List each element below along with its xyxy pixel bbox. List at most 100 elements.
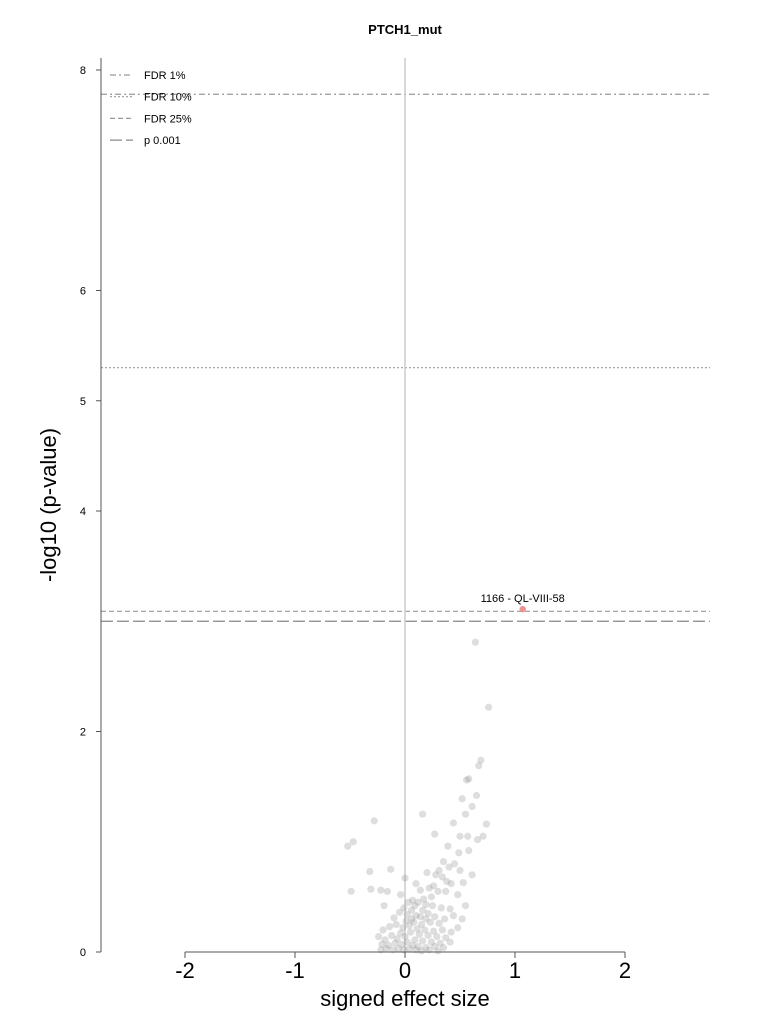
data-point [419, 906, 427, 914]
data-point [400, 904, 408, 912]
data-point [412, 880, 420, 888]
data-point [414, 942, 422, 951]
data-point [413, 925, 421, 933]
data-point [468, 802, 476, 811]
data-point [471, 638, 479, 646]
data-point [459, 878, 467, 887]
data-point [443, 877, 451, 886]
data-point [423, 869, 431, 877]
data-point [430, 927, 438, 935]
data-point [403, 938, 411, 946]
data-point [419, 810, 427, 818]
data-point [447, 928, 455, 936]
data-point [435, 919, 443, 927]
data-point [428, 902, 437, 910]
data-point [458, 915, 466, 923]
data-point [387, 865, 395, 873]
data-point [390, 914, 398, 922]
data-point [468, 871, 476, 879]
data-point [380, 902, 388, 910]
data-point [444, 842, 452, 850]
data-point [370, 817, 378, 825]
data-point [420, 895, 428, 903]
legend-label: FDR 10% [144, 92, 192, 104]
data-point [437, 904, 445, 912]
data-point [425, 884, 433, 892]
data-point [424, 909, 432, 918]
y-tick-label: 2 [80, 727, 86, 739]
x-tick-label: -2 [175, 958, 195, 983]
data-point [436, 939, 444, 947]
data-point [417, 920, 426, 929]
data-point [375, 932, 383, 941]
data-point [464, 832, 472, 840]
y-tick-label: 6 [80, 286, 86, 298]
data-point [455, 849, 463, 857]
data-point [411, 902, 419, 910]
data-point [408, 915, 416, 923]
data-point [381, 936, 389, 944]
highlight-point[interactable] [519, 605, 526, 613]
data-point [456, 832, 464, 840]
data-point [416, 886, 424, 894]
legend-label: p 0.001 [144, 135, 181, 147]
data-point [447, 880, 455, 888]
data-point [392, 920, 400, 929]
x-tick-label: 2 [619, 958, 631, 983]
data-point [366, 867, 374, 876]
data-point [422, 943, 430, 952]
data-point [397, 929, 405, 937]
data-point [482, 820, 490, 828]
y-tick-label: 0 [80, 947, 86, 959]
data-point [422, 915, 430, 923]
data-point [446, 938, 454, 946]
data-point [441, 915, 449, 923]
data-point [391, 939, 399, 947]
data-point [377, 886, 385, 894]
data-point [439, 857, 448, 866]
data-point [458, 795, 466, 803]
data-point [417, 947, 426, 955]
data-point [416, 913, 424, 921]
data-point [388, 931, 396, 940]
data-point [472, 791, 481, 800]
data-point [386, 923, 394, 931]
x-tick-label: -1 [285, 958, 305, 983]
data-point [411, 936, 419, 944]
data-point [485, 703, 493, 711]
y-axis-ticks: 0 2 4 5 6 8 [80, 65, 101, 959]
data-point [479, 832, 487, 840]
data-point [431, 913, 439, 921]
data-point [347, 887, 355, 895]
data-point [405, 945, 413, 953]
data-point [419, 937, 427, 945]
legend-label: FDR 25% [144, 113, 192, 125]
data-point [401, 932, 409, 941]
data-point [449, 912, 457, 920]
data-point [439, 943, 448, 952]
data-point [404, 898, 412, 906]
data-point [405, 921, 413, 930]
data-point [410, 918, 418, 926]
data-point [434, 947, 442, 955]
y-tick-label: 8 [80, 65, 86, 77]
data-point [445, 863, 453, 871]
data-point [406, 928, 415, 936]
data-point [399, 924, 407, 932]
data-point [463, 776, 471, 784]
data-point [426, 918, 434, 926]
data-point [409, 896, 417, 904]
data-point [349, 838, 357, 846]
legend: FDR 1% FDR 10% FDR 25% p 0.001 [110, 70, 192, 147]
data-point [382, 945, 390, 953]
chart-title: PTCH1_mut [368, 22, 442, 37]
data-point [449, 819, 457, 827]
x-axis-label: signed effect size [320, 986, 490, 1011]
data-point [474, 835, 482, 844]
data-point [367, 885, 375, 893]
data-point [393, 935, 401, 943]
x-axis-ticks: -2 -1 0 1 2 [175, 952, 631, 983]
data-point [432, 871, 440, 879]
data-point [461, 810, 470, 818]
